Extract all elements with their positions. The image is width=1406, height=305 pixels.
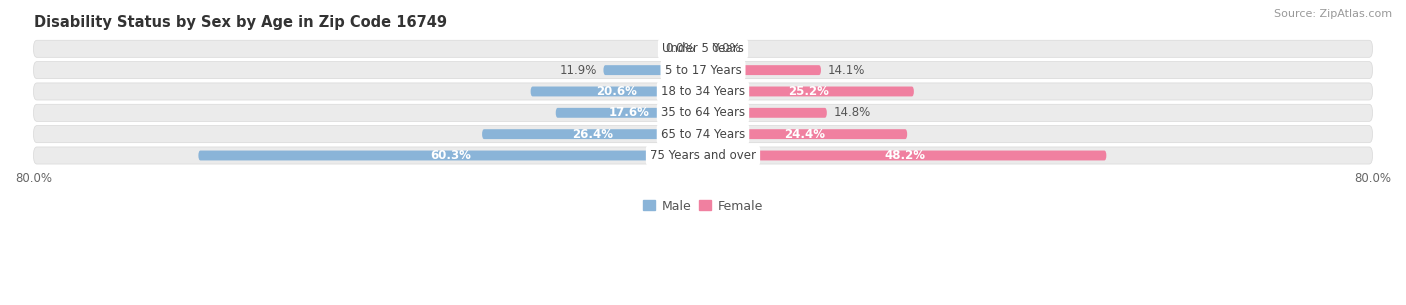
Text: Under 5 Years: Under 5 Years [662, 42, 744, 55]
Text: 11.9%: 11.9% [560, 64, 596, 77]
Text: 5 to 17 Years: 5 to 17 Years [665, 64, 741, 77]
Text: 20.6%: 20.6% [596, 85, 637, 98]
FancyBboxPatch shape [34, 62, 1372, 79]
FancyBboxPatch shape [530, 87, 703, 96]
FancyBboxPatch shape [482, 129, 703, 139]
FancyBboxPatch shape [34, 126, 1372, 143]
FancyBboxPatch shape [555, 108, 703, 118]
FancyBboxPatch shape [703, 87, 914, 96]
Text: 14.1%: 14.1% [828, 64, 865, 77]
FancyBboxPatch shape [702, 44, 704, 54]
FancyBboxPatch shape [603, 65, 703, 75]
Text: 14.8%: 14.8% [834, 106, 870, 119]
FancyBboxPatch shape [34, 40, 1372, 57]
FancyBboxPatch shape [198, 151, 703, 160]
FancyBboxPatch shape [703, 129, 907, 139]
Text: 0.0%: 0.0% [665, 42, 695, 55]
Text: 25.2%: 25.2% [787, 85, 830, 98]
FancyBboxPatch shape [703, 65, 821, 75]
Text: 26.4%: 26.4% [572, 128, 613, 141]
FancyBboxPatch shape [702, 44, 704, 54]
Text: 17.6%: 17.6% [609, 106, 650, 119]
Text: 35 to 64 Years: 35 to 64 Years [661, 106, 745, 119]
Text: 24.4%: 24.4% [785, 128, 825, 141]
FancyBboxPatch shape [34, 83, 1372, 100]
FancyBboxPatch shape [703, 151, 1107, 160]
FancyBboxPatch shape [34, 104, 1372, 121]
Text: 60.3%: 60.3% [430, 149, 471, 162]
Text: 75 Years and over: 75 Years and over [650, 149, 756, 162]
Text: 18 to 34 Years: 18 to 34 Years [661, 85, 745, 98]
FancyBboxPatch shape [703, 108, 827, 118]
Text: Source: ZipAtlas.com: Source: ZipAtlas.com [1274, 9, 1392, 19]
Text: 65 to 74 Years: 65 to 74 Years [661, 128, 745, 141]
Text: 48.2%: 48.2% [884, 149, 925, 162]
Legend: Male, Female: Male, Female [638, 195, 768, 217]
Text: 0.0%: 0.0% [711, 42, 741, 55]
FancyBboxPatch shape [34, 147, 1372, 164]
Text: Disability Status by Sex by Age in Zip Code 16749: Disability Status by Sex by Age in Zip C… [34, 15, 447, 30]
